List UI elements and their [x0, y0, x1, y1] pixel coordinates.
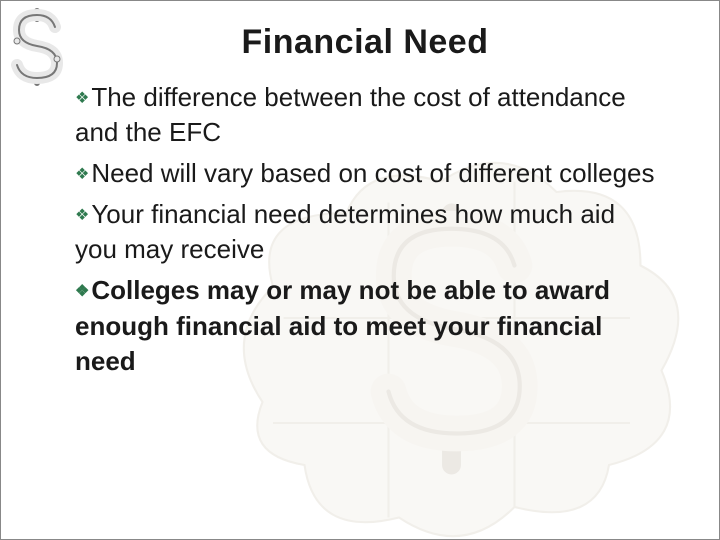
bullet-text: Your financial need determines how much … — [75, 199, 615, 264]
bullet-item: Need will vary based on cost of differen… — [75, 156, 655, 191]
bullet-text: The difference between the cost of atten… — [75, 82, 626, 147]
slide-title: Financial Need — [75, 23, 655, 62]
bullet-text: Need will vary based on cost of differen… — [91, 158, 654, 188]
bullet-item: Your financial need determines how much … — [75, 197, 655, 267]
bullet-text: Colleges may or may not be able to award… — [75, 275, 610, 375]
slide-body: Financial Need The difference between th… — [1, 1, 719, 539]
bullet-list: The difference between the cost of atten… — [75, 80, 655, 379]
bullet-item: The difference between the cost of atten… — [75, 80, 655, 150]
bullet-item: Colleges may or may not be able to award… — [75, 273, 655, 378]
